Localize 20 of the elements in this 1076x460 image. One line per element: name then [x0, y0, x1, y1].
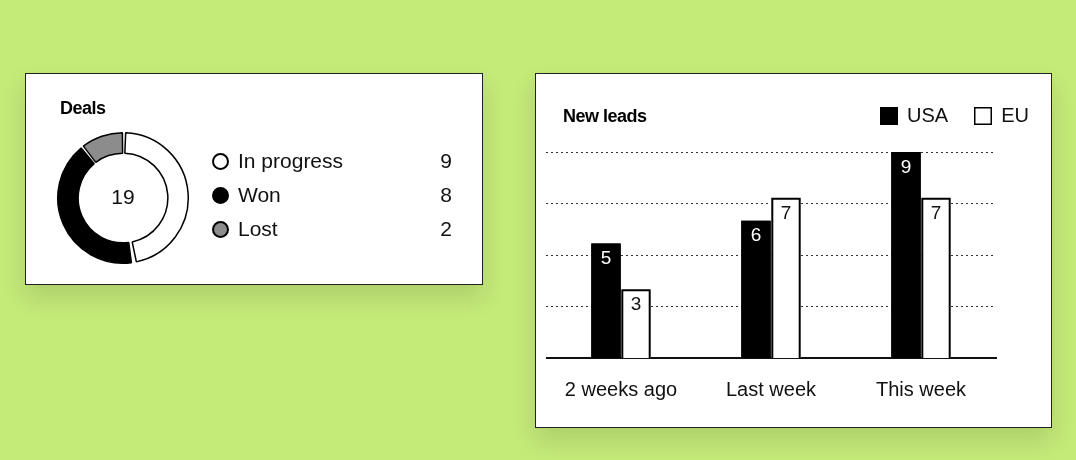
text: 19 [111, 184, 135, 208]
chart-title: New leads [563, 106, 647, 127]
data-label: 3 [630, 293, 642, 315]
data-label: 9 [900, 155, 912, 177]
legend-label: In progress [238, 149, 344, 173]
data-label: 8 [440, 183, 452, 207]
data-label: 2 [440, 217, 452, 241]
chart-title: Deals [60, 98, 106, 119]
x-tick-label: Last week [725, 377, 818, 400]
x-tick-label: This week [875, 377, 968, 400]
legend-label: USA [907, 104, 949, 127]
legend-label: Lost [238, 217, 278, 241]
data-label: 7 [930, 201, 942, 223]
legend-label: Won [238, 183, 281, 207]
x-tick-label: 2 weeks ago [564, 377, 678, 400]
data-label: 9 [440, 149, 452, 173]
legend-label: EU [1001, 104, 1029, 127]
data-label: 7 [780, 201, 792, 223]
data-label: 5 [600, 247, 612, 269]
data-label: 6 [750, 224, 762, 246]
